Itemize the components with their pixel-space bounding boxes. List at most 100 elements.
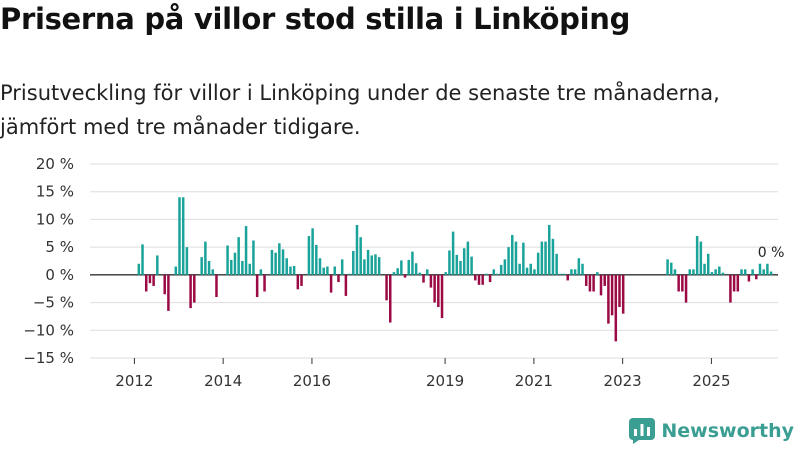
y-tick-label: −5 % [33, 294, 74, 312]
bar [437, 274, 440, 308]
bar [377, 257, 381, 275]
bar [470, 256, 473, 275]
bar [340, 259, 344, 275]
bar [200, 257, 203, 275]
bar [211, 269, 215, 275]
bar [555, 253, 558, 275]
grid-lines [90, 163, 778, 359]
bar [588, 274, 592, 292]
bar [374, 254, 377, 275]
x-tick-label: 2014 [204, 372, 242, 390]
bar [695, 236, 699, 275]
bar [181, 197, 185, 275]
bar [485, 273, 488, 275]
bar [215, 274, 218, 298]
bar [414, 263, 418, 275]
bar [618, 274, 621, 308]
bar [677, 274, 680, 292]
bar [529, 263, 533, 275]
bar [614, 274, 618, 342]
bar [366, 249, 370, 275]
bar [666, 259, 669, 275]
bar [174, 266, 178, 275]
bar [226, 245, 229, 275]
bar [440, 274, 444, 319]
x-tick-label: 2019 [426, 372, 464, 390]
bar [418, 272, 422, 275]
bar [706, 253, 710, 275]
bar [474, 274, 477, 281]
bar [755, 274, 758, 280]
bar [429, 274, 433, 288]
bar [747, 274, 751, 282]
y-tick-label: 10 % [36, 210, 74, 228]
bar [156, 255, 159, 275]
bar [762, 269, 765, 275]
bar [407, 259, 410, 275]
newsworthy-logo-icon [629, 418, 656, 444]
bar [511, 234, 514, 275]
bar [389, 274, 392, 323]
bar [444, 272, 447, 275]
bar [544, 241, 547, 275]
bar [326, 266, 329, 275]
bar [703, 263, 706, 275]
bar [189, 274, 192, 309]
bar [396, 268, 399, 275]
bar [459, 261, 462, 275]
bar [137, 263, 141, 275]
bar [292, 265, 296, 275]
bar [599, 274, 603, 296]
bar [769, 271, 773, 275]
bar [547, 224, 551, 275]
bar [244, 226, 248, 275]
bar [681, 274, 684, 292]
bar [670, 262, 673, 275]
bar [758, 263, 762, 275]
bar [255, 274, 259, 298]
bar [448, 250, 451, 275]
bar [514, 241, 518, 275]
bar [400, 260, 403, 275]
bar [278, 243, 281, 275]
bar [329, 274, 333, 293]
bar [607, 274, 610, 324]
bar [503, 259, 507, 275]
bar [477, 274, 481, 285]
bar [577, 258, 581, 275]
bar [403, 274, 407, 278]
brand-logo: Newsworthy [629, 418, 794, 444]
bar [581, 263, 584, 275]
bar [152, 274, 155, 286]
bar [411, 251, 414, 275]
bar [204, 241, 207, 275]
bar [285, 258, 288, 275]
bar [337, 274, 340, 283]
y-tick-label: 0 % [45, 266, 74, 284]
x-tick-label: 2023 [604, 372, 642, 390]
bar [144, 274, 148, 292]
bar [263, 274, 266, 292]
bar [533, 269, 536, 275]
bar [392, 272, 396, 275]
bar [507, 247, 510, 275]
bar [318, 258, 322, 275]
y-tick-label: −10 % [23, 321, 74, 339]
bar [699, 241, 703, 275]
bar-chart: 20 %15 %10 %5 %0 %−5 %−10 %−15 % 2012 201… [23, 155, 784, 390]
bar [710, 272, 714, 275]
x-tick-label: 2012 [115, 372, 153, 390]
bar [363, 259, 366, 275]
bar [259, 269, 263, 275]
bar [300, 274, 303, 286]
bar [167, 274, 170, 311]
bar [141, 244, 144, 275]
bar [621, 274, 625, 314]
bar [333, 266, 337, 275]
bar [603, 274, 606, 286]
bar [766, 263, 769, 275]
bar [274, 252, 277, 275]
bar [252, 240, 255, 275]
bar [296, 274, 300, 290]
bar [455, 254, 459, 275]
